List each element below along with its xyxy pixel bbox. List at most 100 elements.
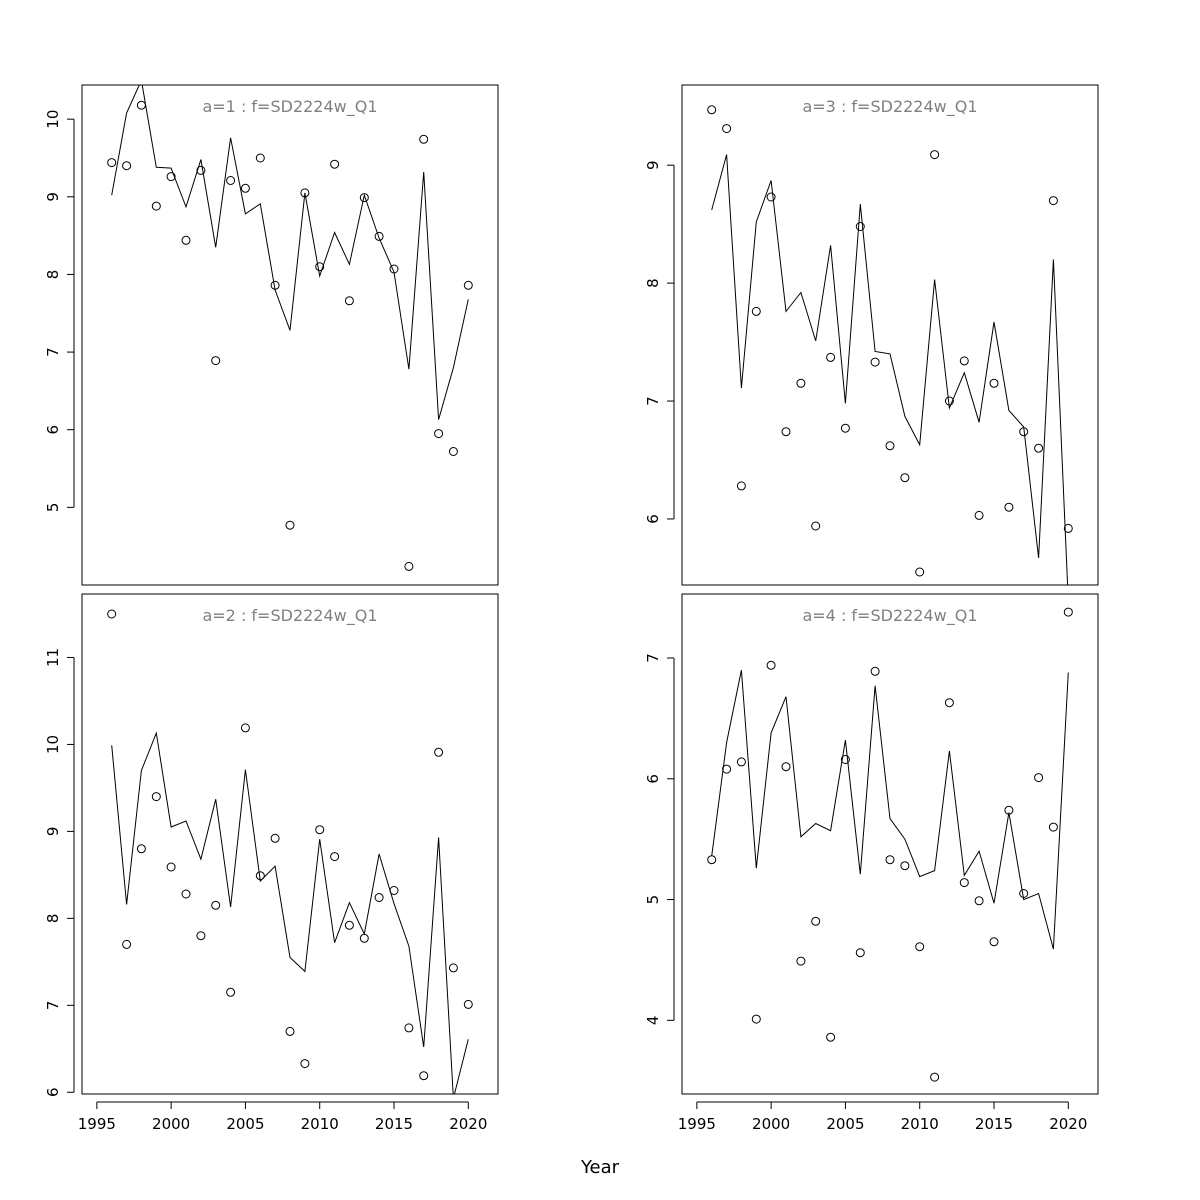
x-tick-label: 2015 [375,1115,413,1133]
data-point [270,833,280,843]
x-axis-label: Year [580,1157,620,1178]
data-point [330,159,340,169]
data-point [781,427,791,437]
data-point [136,100,146,110]
data-point [989,937,999,947]
data-point [463,999,473,1009]
data-point [226,176,236,185]
data-point [796,378,806,388]
y-tick-label: 6 [44,425,62,435]
data-point [1048,196,1058,206]
data-point [419,134,429,144]
x-tick-label: 2020 [449,1115,487,1133]
data-point [707,855,717,865]
y-tick-label: 5 [44,503,62,513]
plot-area [107,85,473,571]
y-tick-label: 8 [644,278,662,288]
x-tick-label: 2010 [301,1115,339,1133]
data-point [766,660,776,670]
data-point [781,762,791,772]
data-point [855,948,865,958]
x-tick-label: 1995 [678,1115,716,1133]
data-point [707,105,717,115]
plot-frame [81,593,499,1095]
panel-title: a=2 : f=SD2224w_Q1 [202,606,377,626]
y-tick-label: 11 [44,648,62,667]
data-point [300,1059,310,1069]
data-point [826,352,836,362]
x-tick-label: 2010 [901,1115,939,1133]
y-tick-label: 4 [644,1016,662,1026]
data-point [840,423,850,433]
data-point [151,792,161,802]
x-tick-label: 2020 [1049,1115,1087,1133]
data-point [359,193,369,203]
y-tick-label: 7 [44,1001,62,1011]
data-point [330,852,340,862]
y-tick-label: 6 [44,1087,62,1097]
data-point [974,510,984,520]
data-point [404,1023,414,1033]
data-point [885,441,895,451]
panel-title: a=4 : f=SD2224w_Q1 [802,606,977,626]
data-point [122,161,132,171]
data-point [1048,822,1058,832]
data-point [374,231,384,241]
series-line [111,731,469,1094]
y-tick-label: 6 [644,514,662,524]
data-point [240,183,250,193]
data-point [315,825,325,835]
data-point [811,521,821,531]
panel-a1: a=1 : f=SD2224w_Q1 5 6 7 8 9 10 [44,84,499,586]
y-tick-label: 8 [44,270,62,280]
y-tick-label: 9 [644,160,662,170]
data-point [196,931,206,941]
y-tick-label: 9 [44,827,62,837]
data-point [855,222,865,231]
data-point [722,124,732,134]
data-point [211,900,221,910]
series-line [711,669,1069,950]
data-point [419,1071,429,1081]
data-point [885,855,895,865]
y-tick-label: 7 [644,653,662,663]
data-point [374,893,384,902]
y-tick-label: 5 [644,895,662,905]
data-point [1063,523,1073,533]
data-point [900,861,910,871]
data-point [751,306,761,316]
panel-a2: a=2 : f=SD2224w_Q1 6 7 8 9 10 11 1995 2000 2005 20… [44,593,499,1133]
data-point [870,357,880,367]
panel-a4: a=4 : f=SD2224w_Q1 4 5 6 7 1995 2000 2005 2010 20… [644,593,1099,1133]
data-point [181,889,191,899]
plot-area [707,607,1073,1082]
data-point [959,356,969,366]
data-point [226,987,236,997]
x-tick-label: 2005 [226,1115,264,1133]
data-point [315,262,325,272]
data-point [870,666,880,676]
data-point [196,165,206,175]
y-tick-label: 9 [44,192,62,202]
data-point [255,153,265,163]
data-point [1034,773,1044,783]
data-point [166,172,176,182]
plot-area [707,105,1073,585]
y-tick-label: 10 [44,110,62,129]
data-point [930,150,940,160]
data-point [736,757,746,767]
data-point [1019,889,1029,898]
data-point [448,963,458,973]
y-tick-label: 7 [644,396,662,406]
panel-title: a=3 : f=SD2224w_Q1 [802,97,977,117]
x-tick-label: 1995 [78,1115,116,1133]
data-point [136,844,146,854]
data-point [915,942,925,952]
x-tick-label: 2005 [826,1115,864,1133]
data-point [959,878,969,888]
data-point [1004,502,1014,512]
plot-frame [681,593,1099,1095]
data-point [240,723,250,733]
panel-a3: a=3 : f=SD2224w_Q1 6 7 8 9 [644,84,1099,586]
